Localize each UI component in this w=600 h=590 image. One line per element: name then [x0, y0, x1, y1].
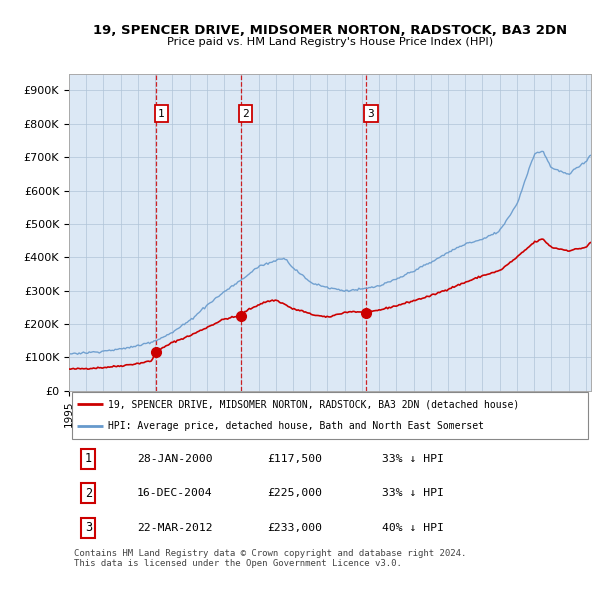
Text: 33% ↓ HPI: 33% ↓ HPI	[382, 454, 444, 464]
Text: Price paid vs. HM Land Registry's House Price Index (HPI): Price paid vs. HM Land Registry's House …	[167, 37, 493, 47]
Text: 3: 3	[85, 521, 92, 534]
Text: 2: 2	[242, 109, 249, 119]
Text: 19, SPENCER DRIVE, MIDSOMER NORTON, RADSTOCK, BA3 2DN: 19, SPENCER DRIVE, MIDSOMER NORTON, RADS…	[93, 24, 567, 37]
Text: 28-JAN-2000: 28-JAN-2000	[137, 454, 212, 464]
Text: Contains HM Land Registry data © Crown copyright and database right 2024.
This d: Contains HM Land Registry data © Crown c…	[74, 549, 467, 568]
Text: £225,000: £225,000	[268, 489, 322, 499]
Text: £233,000: £233,000	[268, 523, 322, 533]
Text: 19, SPENCER DRIVE, MIDSOMER NORTON, RADSTOCK, BA3 2DN (detached house): 19, SPENCER DRIVE, MIDSOMER NORTON, RADS…	[108, 399, 520, 409]
Text: £117,500: £117,500	[268, 454, 322, 464]
Text: 3: 3	[367, 109, 374, 119]
Text: 33% ↓ HPI: 33% ↓ HPI	[382, 489, 444, 499]
Text: 1: 1	[158, 109, 165, 119]
Text: 2: 2	[85, 487, 92, 500]
Text: 22-MAR-2012: 22-MAR-2012	[137, 523, 212, 533]
Text: 1: 1	[85, 453, 92, 466]
Text: HPI: Average price, detached house, Bath and North East Somerset: HPI: Average price, detached house, Bath…	[108, 421, 484, 431]
Text: 16-DEC-2004: 16-DEC-2004	[137, 489, 212, 499]
Text: 40% ↓ HPI: 40% ↓ HPI	[382, 523, 444, 533]
FancyBboxPatch shape	[71, 392, 589, 439]
